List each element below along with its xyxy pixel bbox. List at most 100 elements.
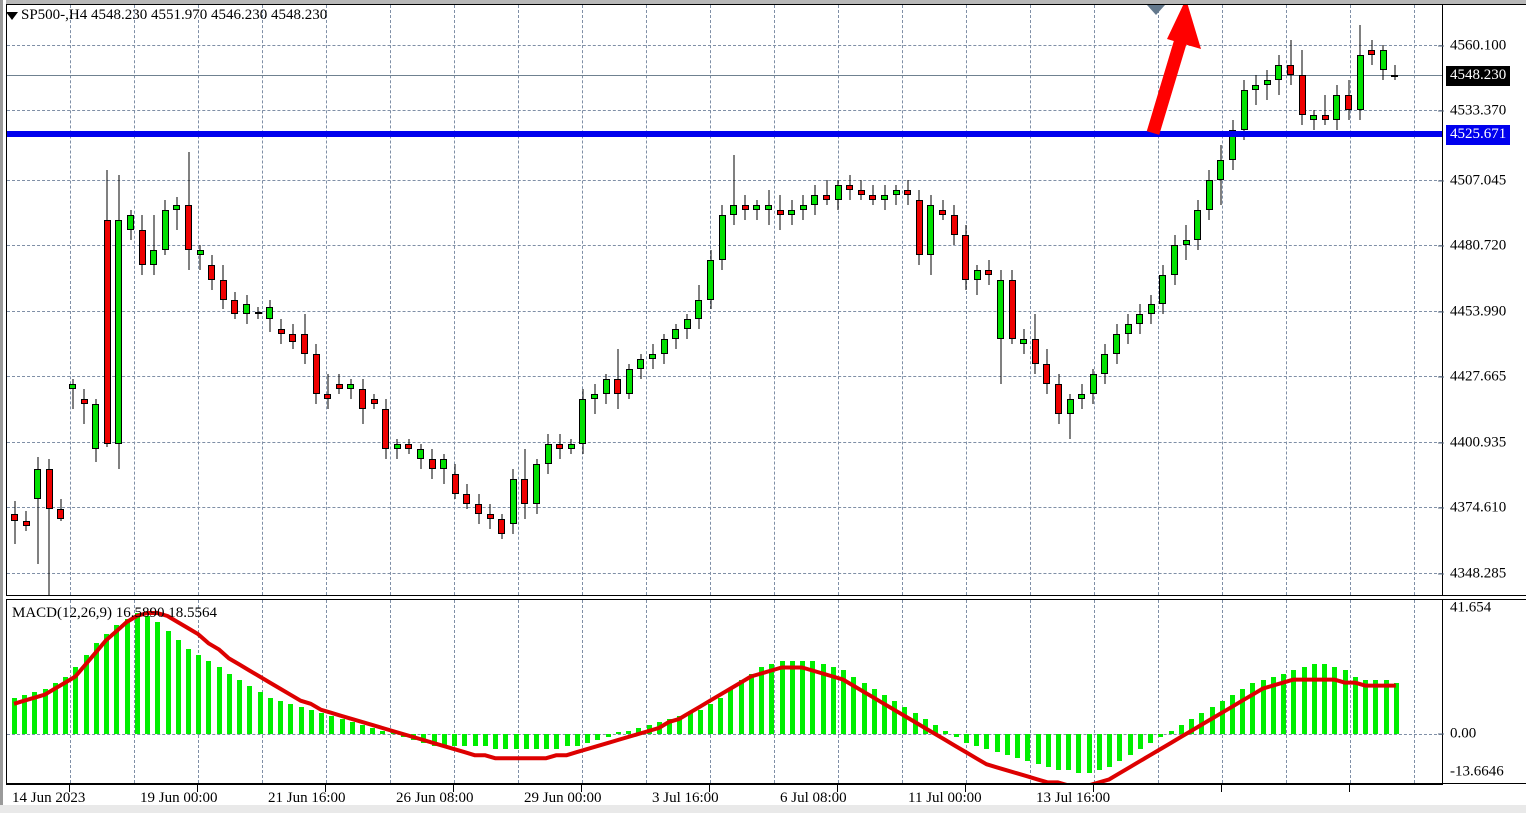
macd-histogram-bar — [1393, 682, 1399, 734]
candlestick — [799, 5, 807, 595]
candlestick — [1240, 5, 1248, 595]
macd-plot-area[interactable] — [7, 600, 1442, 783]
macd-histogram-bar — [1270, 676, 1276, 734]
grid-line-vertical — [518, 600, 519, 783]
candlestick — [440, 5, 448, 595]
macd-histogram-bar — [1383, 679, 1389, 734]
candle-body-bullish — [660, 339, 668, 355]
candlestick — [683, 5, 691, 595]
grid-line-vertical — [518, 5, 519, 595]
candlestick — [1217, 5, 1225, 595]
candlestick — [1321, 5, 1329, 595]
candlestick — [428, 5, 436, 595]
candle-body-bearish — [614, 379, 622, 395]
grid-line-vertical — [838, 600, 839, 783]
macd-histogram-bar — [308, 709, 314, 734]
macd-signal-line — [13, 611, 1396, 783]
price-axis-label: 4427.665 — [1450, 368, 1507, 385]
macd-histogram-bar — [810, 661, 816, 734]
macd-indicator-pane[interactable]: MACD(12,26,9) 16.5890 18.5564 — [6, 599, 1443, 784]
candlestick — [1182, 5, 1190, 595]
candlestick — [765, 5, 772, 595]
candlestick — [695, 5, 703, 595]
macd-histogram-bar — [288, 703, 294, 734]
axis-tick — [1438, 180, 1444, 182]
candlestick — [892, 5, 900, 595]
candle-body-bullish — [544, 444, 552, 465]
time-axis-label: 6 Jul 08:00 — [780, 790, 847, 806]
grid-line-vertical — [966, 5, 967, 595]
macd-histogram-bar — [1096, 734, 1102, 771]
macd-histogram-bar — [421, 734, 427, 744]
grid-line-vertical — [390, 600, 391, 783]
price-plot-area[interactable] — [7, 5, 1442, 595]
candlestick — [1263, 5, 1271, 595]
macd-histogram-bar — [370, 727, 376, 734]
time-axis-label: 26 Jun 08:00 — [396, 790, 474, 806]
grid-line-vertical — [582, 600, 583, 783]
chevron-down-icon[interactable] — [6, 12, 18, 20]
candle-body-bullish — [1240, 90, 1248, 130]
macd-histogram-bar — [441, 734, 447, 747]
candle-body-bearish — [556, 444, 564, 450]
price-chart-pane[interactable] — [6, 4, 1443, 596]
macd-histogram-bar — [585, 734, 591, 744]
macd-axis-label: -13.6646 — [1450, 763, 1504, 780]
candlestick — [823, 5, 830, 595]
candle-body-bullish — [1089, 374, 1097, 395]
candlestick — [231, 5, 239, 595]
candle-body-bullish — [254, 311, 262, 315]
macd-histogram-bar — [902, 706, 908, 734]
candle-body-bullish — [811, 194, 819, 205]
candle-body-bullish — [533, 464, 540, 504]
macd-histogram-bar — [1281, 673, 1287, 734]
candle-body-bearish — [219, 279, 227, 300]
grid-line-vertical — [710, 600, 711, 783]
macd-histogram-bar — [646, 724, 652, 734]
axis-tick — [1438, 507, 1444, 509]
support-line-price-badge[interactable]: 4525.671 — [1446, 125, 1511, 145]
macd-histogram-bar — [943, 730, 949, 734]
candlestick — [788, 5, 796, 595]
candlestick — [277, 5, 285, 595]
candlestick — [161, 5, 169, 595]
candle-body-bullish — [1078, 394, 1086, 400]
support-resistance-line[interactable] — [7, 131, 1442, 137]
grid-line-vertical — [966, 600, 967, 783]
candlestick — [34, 5, 42, 595]
candle-body-bullish — [243, 304, 250, 315]
candle-body-bullish — [417, 449, 424, 460]
candlestick — [1298, 5, 1306, 595]
grid-line-vertical — [1158, 5, 1159, 595]
macd-histogram-bar — [339, 718, 345, 734]
candle-body-bullish — [393, 444, 401, 450]
candlestick — [127, 5, 134, 595]
grid-line-vertical — [70, 5, 71, 595]
price-axis[interactable]: 4560.100 4548.230 4533.370 4525.671 4507.045… — [1438, 4, 1526, 596]
candlestick — [138, 5, 146, 595]
macd-histogram-bar — [564, 734, 570, 747]
grid-line-vertical — [582, 5, 583, 595]
price-axis-label: 4400.935 — [1450, 434, 1507, 451]
macd-histogram-bar — [1301, 667, 1307, 734]
candle-body-bearish — [486, 513, 494, 519]
axis-tick — [1438, 376, 1444, 378]
candle-body-bearish — [289, 334, 297, 342]
candle-wick — [1255, 75, 1257, 106]
macd-histogram-bar — [431, 734, 437, 747]
candlestick — [1345, 5, 1352, 595]
candle-wick — [396, 439, 398, 460]
grid-line-vertical — [262, 5, 263, 595]
candlestick — [173, 5, 181, 595]
candle-body-bullish — [266, 306, 274, 320]
macd-histogram-bar — [728, 688, 734, 734]
macd-value-axis[interactable]: 41.654 0.00 -13.6646 — [1438, 599, 1526, 784]
candlestick — [254, 5, 262, 595]
candle-body-bullish — [1379, 50, 1387, 71]
macd-histogram-bar — [482, 734, 488, 747]
candle-body-bullish — [1159, 274, 1167, 305]
candle-body-bearish — [823, 194, 830, 200]
grid-line-vertical — [70, 600, 71, 783]
current-price-badge[interactable]: 4548.230 — [1446, 66, 1511, 86]
time-axis-label: 11 Jul 00:00 — [908, 790, 982, 806]
